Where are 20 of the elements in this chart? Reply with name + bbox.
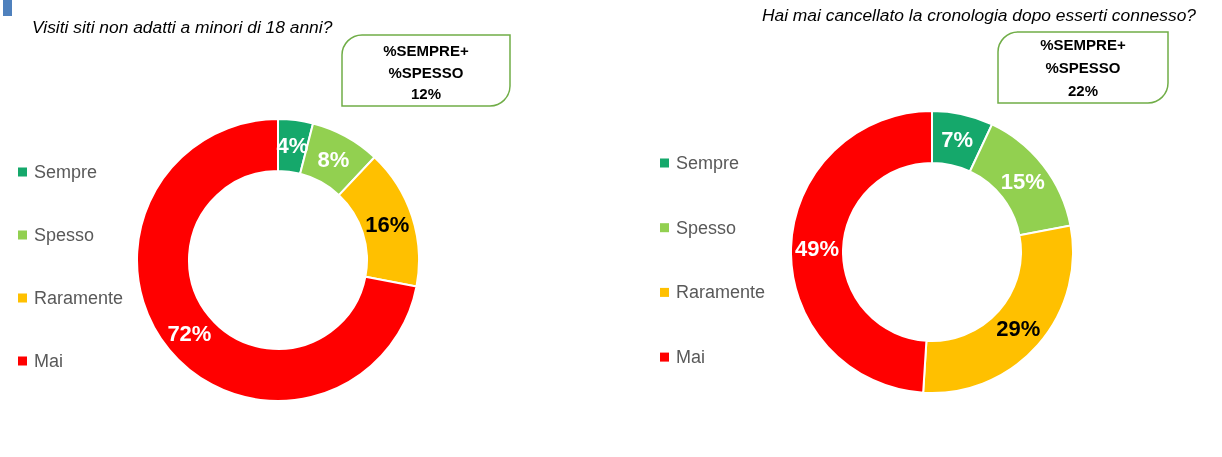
data-label: 8% <box>317 146 350 172</box>
data-label: 49% <box>795 235 840 261</box>
legend-label: Mai <box>34 351 64 371</box>
legend-label: Mai <box>676 347 706 368</box>
chart-title: Hai mai cancellato la cronologia dopo esserti connesso? <box>761 5 1197 25</box>
data-label: 7% <box>941 127 973 153</box>
legend-label: Sempre <box>34 162 98 182</box>
chart-title: Visiti siti non adatti a minori di 18 anni? <box>32 17 333 37</box>
text: %SEMPRE+ %SPESSO 12% <box>383 42 469 102</box>
legend-label: Raramente <box>676 282 766 303</box>
data-label: 29% <box>996 315 1041 341</box>
data-label: 15% <box>1000 169 1045 195</box>
data-label: 16% <box>365 211 410 237</box>
text: %SEMPRE+ %SPESSO 22% <box>1040 36 1126 99</box>
donut-slice <box>136 118 418 402</box>
legend-label: Spesso <box>34 225 95 245</box>
legend-label: Spesso <box>676 217 737 238</box>
data-label: 72% <box>167 320 212 346</box>
legend-label: Raramente <box>34 288 124 308</box>
legend-label: Sempre <box>676 153 740 173</box>
